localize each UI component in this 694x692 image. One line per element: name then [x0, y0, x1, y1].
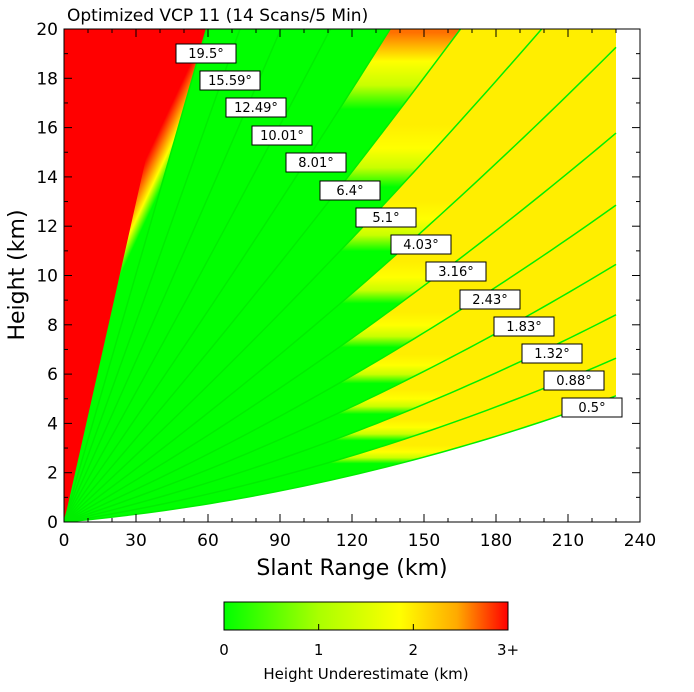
elevation-label-box — [390, 234, 452, 255]
beam-line-7 — [64, 29, 543, 522]
x-tick-label: 210 — [552, 531, 584, 551]
elevation-label: 0.88° — [556, 374, 591, 389]
elevation-label-box — [493, 316, 555, 337]
beam-gap-7 — [64, 29, 542, 522]
y-tick-label: 16 — [36, 119, 58, 139]
beam-gap-8 — [64, 29, 461, 522]
beam-line-1 — [64, 357, 617, 522]
beam-line-13 — [64, 29, 208, 522]
y-tick-label: 12 — [36, 217, 58, 237]
elevation-label: 6.4° — [336, 184, 363, 199]
colorbar — [223, 601, 509, 631]
x-tick-label: 90 — [269, 531, 291, 551]
axis-ticks: 0 30 60 90 120 150 180 210 240 0 2 4 6 8 10 12 14 16 18 20 — [36, 20, 656, 551]
elevation-label-box — [459, 289, 521, 310]
elevation-label-box — [175, 43, 237, 64]
colorbar-tick-label: 2 — [409, 641, 419, 659]
beam-gap-6 — [64, 29, 616, 522]
beam-line-12 — [64, 29, 241, 522]
elevation-label: 4.03° — [403, 238, 438, 253]
elevation-label-box — [425, 261, 487, 282]
elevation-label-box — [561, 397, 623, 418]
beam-gap-10 — [64, 29, 331, 522]
colorbar-tick-label: 3+ — [497, 641, 519, 659]
elevation-label: 5.1° — [372, 211, 399, 226]
elevation-label: 1.83° — [506, 320, 541, 335]
beam-line-6 — [64, 46, 617, 522]
elevation-label: 0.5° — [578, 401, 605, 416]
y-tick-label: 4 — [47, 414, 58, 434]
beam-line-4 — [64, 204, 617, 522]
beam-gap-11 — [64, 29, 281, 522]
elevation-label: 19.5° — [188, 47, 223, 62]
x-axis-title: Slant Range (km) — [256, 556, 447, 581]
x-tick-label: 60 — [197, 531, 219, 551]
elevation-label-box — [543, 370, 605, 391]
y-tick-label: 18 — [36, 69, 58, 89]
y-tick-label: 10 — [36, 267, 58, 287]
x-tick-label: 240 — [624, 531, 656, 551]
colorbar-tick-label: 0 — [219, 641, 229, 659]
colorbar-ticks: 0 1 2 3+ — [219, 624, 519, 659]
elevation-label: 10.01° — [260, 129, 304, 144]
beam-line-10 — [64, 29, 332, 522]
beam-line-9 — [64, 29, 392, 522]
elevation-label: 12.49° — [234, 101, 278, 116]
x-tick-label: 30 — [125, 531, 147, 551]
below-beam-area — [64, 395, 616, 522]
elevation-label-box — [225, 97, 287, 118]
y-tick-label: 20 — [36, 20, 58, 40]
y-tick-label: 2 — [47, 464, 58, 484]
x-tick-label: 180 — [480, 531, 512, 551]
elevation-label-box — [319, 180, 381, 201]
y-axis-title: Height (km) — [5, 209, 30, 340]
y-tick-label: 8 — [47, 316, 58, 336]
x-tick-label: 150 — [408, 531, 440, 551]
elevation-label: 3.16° — [438, 265, 473, 280]
x-tick-label: 120 — [336, 531, 368, 551]
colorbar-tick-label: 1 — [314, 641, 324, 659]
elevation-label-box — [521, 343, 583, 364]
elevation-label: 2.43° — [472, 293, 507, 308]
beam-gap-9 — [64, 29, 391, 522]
elevation-label: 15.59° — [208, 74, 252, 89]
elevation-label-box — [199, 70, 261, 91]
elevation-label-box — [355, 207, 417, 228]
beam-line-0 — [64, 395, 617, 522]
elevation-label: 8.01° — [298, 156, 333, 171]
elevation-labels: 0.5° 0.88° 1.32° 1.83° 2.43° 3.16°4.03° 5.1° 6.… — [175, 43, 623, 418]
elevation-label-box — [285, 152, 347, 173]
colorbar-title: Height Underestimate (km) — [263, 665, 468, 683]
y-tick-label: 14 — [36, 168, 58, 188]
elevation-label: 1.32° — [534, 347, 569, 362]
plot-area — [64, 29, 640, 522]
elevation-label-box — [251, 125, 313, 146]
y-tick-label: 0 — [47, 513, 58, 533]
beam-line-5 — [64, 132, 617, 522]
chart-title: Optimized VCP 11 (14 Scans/5 Min) — [67, 6, 368, 26]
x-tick-label: 0 — [59, 531, 70, 551]
beam-line-11 — [64, 29, 282, 522]
y-tick-label: 6 — [47, 365, 58, 385]
